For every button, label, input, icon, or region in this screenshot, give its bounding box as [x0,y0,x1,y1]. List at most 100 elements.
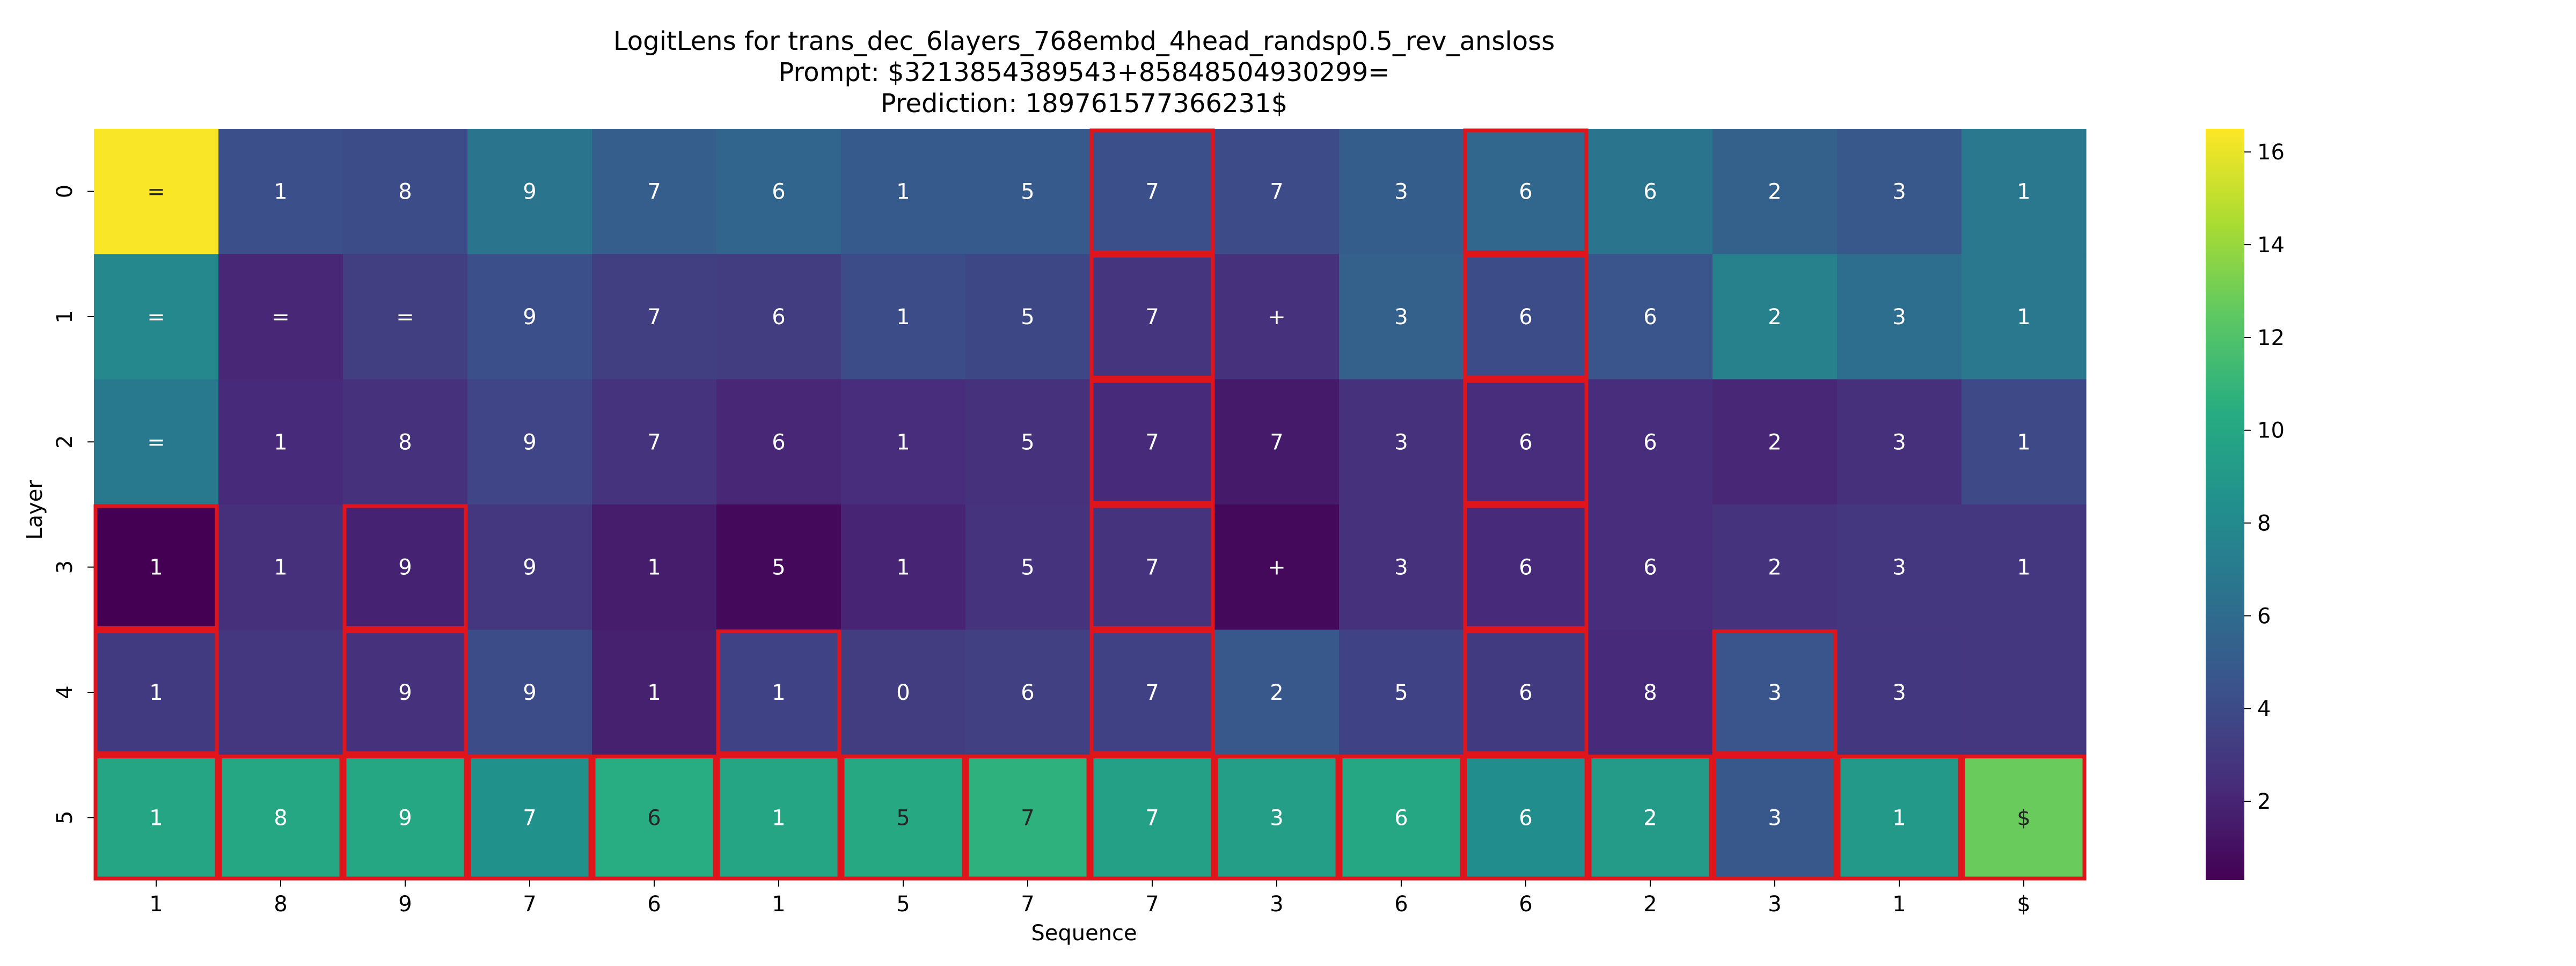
heatmap-cell-r5-c1 [218,755,343,881]
x-tick-label: 6 [647,892,661,917]
heatmap-cell-r3-c12 [1588,504,1713,630]
highlight-box-r0-c11 [1463,128,1589,254]
heatmap-cell-r2-c9 [1214,379,1340,505]
highlight-box-r5-c7 [965,755,1091,881]
heatmap-cell-r3-c6 [841,504,966,630]
heatmap-cell-r1-c1 [218,254,343,380]
cell-token-r1-c7: 5 [1021,305,1034,330]
chart-title: LogitLens for trans_dec_6layers_768embd_… [0,26,2168,119]
cell-token-r1-c1: = [272,305,290,330]
cell-token-r5-c5: 1 [772,806,785,830]
highlight-box-r5-c13 [1712,755,1838,881]
cell-token-r4-c2: 9 [398,680,412,705]
heatmap-cell-r4-c1 [218,630,343,756]
heatmap-cell-r0-c13 [1713,129,1838,254]
heatmap-cell-r0-c6 [841,129,966,254]
heatmap-cell-r3-c10 [1339,504,1464,630]
cell-token-r1-c2: = [396,305,414,330]
colorbar-tick-label: 14 [2257,233,2285,258]
cell-token-r5-c4: 6 [647,806,661,830]
heatmap-cell-r2-c8 [1090,379,1215,505]
heatmap-cell-r2-c12 [1588,379,1713,505]
cell-token-r2-c5: 6 [772,430,785,455]
colorbar-tick-label: 6 [2257,604,2271,628]
heatmap-cell-r0-c14 [1837,129,1962,254]
cell-token-r4-c8: 7 [1145,680,1159,705]
heatmap-cell-r5-c6 [841,755,966,881]
cell-token-r0-c6: 1 [896,180,910,204]
cell-token-r4-c0: 1 [149,680,163,705]
heatmap-cell-r1-c4 [592,254,717,380]
highlight-box-r5-c0 [93,755,219,881]
cell-token-r1-c12: 6 [1643,305,1657,330]
heatmap-cell-r4-c8 [1090,630,1215,756]
y-tick-label: 1 [53,310,77,323]
x-tick-label: 1 [772,892,785,917]
heatmap-cell-r0-c10 [1339,129,1464,254]
colorbar-tick-label: 10 [2257,419,2285,443]
heatmap-cell-r1-c6 [841,254,966,380]
heatmap-cell-r4-c5 [716,630,841,756]
x-tick-label: 7 [1145,892,1159,917]
heatmap-cell-r4-c4 [592,630,717,756]
highlight-box-r4-c11 [1463,629,1589,756]
heatmap-cell-r2-c13 [1713,379,1838,505]
x-tick-label: 3 [1270,892,1283,917]
highlight-box-r2-c8 [1089,379,1215,505]
x-tick-label: 7 [1021,892,1034,917]
highlight-box-r5-c1 [218,755,343,881]
cell-token-r0-c14: 3 [1892,180,1906,204]
heatmap-cell-r1-c12 [1588,254,1713,380]
cell-token-r4-c14: 3 [1892,680,1906,705]
heatmap-cell-r2-c11 [1463,379,1589,505]
heatmap-cell-r1-c11 [1463,254,1589,380]
heatmap-cell-r2-c1 [218,379,343,505]
heatmap-cell-r2-c5 [716,379,841,505]
cell-token-r0-c10: 3 [1394,180,1408,204]
cell-token-r3-c6: 1 [896,555,910,580]
highlight-box-r3-c8 [1089,504,1215,630]
heatmap-cell-r4-c10 [1339,630,1464,756]
heatmap-cell-r3-c0 [94,504,219,630]
cell-token-r1-c6: 1 [896,305,910,330]
highlight-box-r5-c11 [1463,755,1589,881]
cell-token-r3-c15: 1 [2017,555,2030,580]
heatmap-cell-r3-c3 [467,504,592,630]
heatmap-cell-r1-c15 [1962,254,2087,380]
heatmap-cell-r0-c8 [1090,129,1215,254]
y-axis: 0 1 2 3 4 5 [53,185,94,824]
cell-token-r3-c9: + [1268,555,1286,580]
heatmap-cell-r0-c7 [965,129,1091,254]
title-line-2: Prompt: $3213854389543+85848504930299= [778,57,1390,87]
colorbar-ticks: 2 4 6 8 10 12 14 16 [2244,140,2285,814]
heatmap-cell-r3-c11 [1463,504,1589,630]
heatmap-cell-r2-c7 [965,379,1091,505]
cell-token-r1-c10: 3 [1394,305,1408,330]
heatmap-cell-r1-c5 [716,254,841,380]
cell-token-r5-c3: 7 [523,806,536,830]
cell-token-r3-c0: 1 [149,555,163,580]
cell-token-r5-c12: 2 [1643,806,1657,830]
heatmap-cell-r5-c12 [1588,755,1713,881]
highlight-box-r5-c3 [467,755,592,881]
cell-token-r0-c2: 8 [398,180,412,204]
cell-token-r4-c12: 8 [1643,680,1657,705]
cell-token-r3-c3: 9 [523,555,536,580]
cell-token-r4-c9: 2 [1270,680,1283,705]
cell-token-r1-c8: 7 [1145,305,1159,330]
highlight-box-r5-c4 [591,755,717,881]
heatmap-cell-r5-c9 [1214,755,1340,881]
y-tick-label: 2 [53,435,77,449]
heatmap-cell-r1-c0 [94,254,219,380]
cell-token-r2-c2: 8 [398,430,412,455]
heatmap-cell-r0-c12 [1588,129,1713,254]
heatmap-cell-r2-c6 [841,379,966,505]
heatmap-cell-r1-c8 [1090,254,1215,380]
heatmap-cell-r4-c9 [1214,630,1340,756]
x-tick-label: 6 [1394,892,1408,917]
highlight-box-r4-c2 [342,629,468,756]
cell-token-r3-c1: 1 [274,555,287,580]
cell-token-r5-c2: 9 [398,806,412,830]
highlight-box-r4-c0 [93,629,219,756]
highlight-box-r5-c14 [1836,755,1962,881]
